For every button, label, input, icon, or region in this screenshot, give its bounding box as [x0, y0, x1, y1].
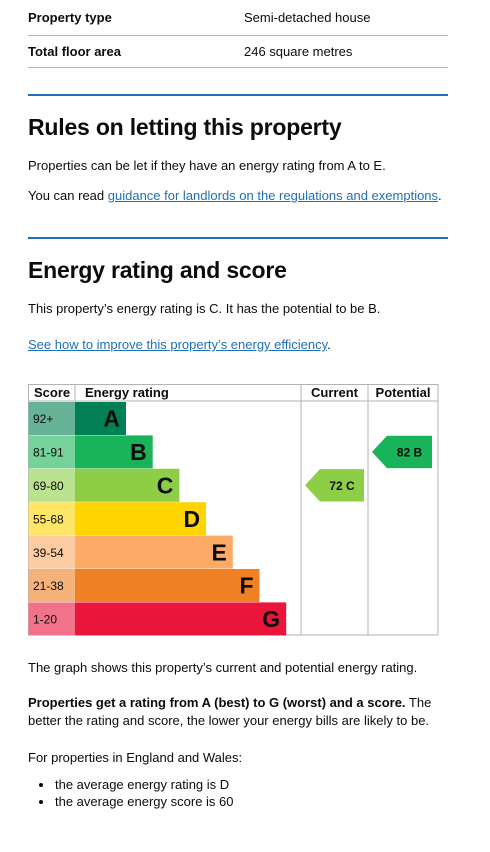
band-bar-f — [75, 569, 260, 602]
guidance-prefix: You can read — [28, 188, 108, 203]
graph-note: The graph shows this property’s current … — [28, 660, 418, 675]
header-score: Score — [34, 385, 70, 400]
summary-row-floor-area: Total floor area 246 square metres — [28, 36, 448, 68]
improve-suffix: . — [327, 337, 331, 352]
guidance-suffix: . — [438, 188, 442, 203]
score-range-f: 21-38 — [33, 579, 64, 593]
after-chart-content: The graph shows this property’s current … — [28, 659, 448, 810]
band-letter-e: E — [211, 539, 226, 565]
band-bar-d — [75, 502, 207, 536]
list-item: the average energy score is 60 — [28, 793, 448, 810]
averages-list: the average energy rating is D the avera… — [28, 776, 448, 810]
current-arrow — [305, 469, 364, 502]
score-cell-d — [28, 502, 75, 536]
energy-rating-graph: Score Energy rating Current Potential 92+ A 81… — [28, 384, 439, 636]
rating-explanation-rest: The better the rating and score, the low… — [28, 695, 432, 728]
section-divider — [28, 237, 448, 239]
summary-row-property-type: Property type Semi-detached house — [28, 0, 448, 36]
score-cell-b — [28, 435, 75, 469]
score-cell-g — [28, 602, 75, 636]
band-letter-a: A — [103, 406, 120, 432]
header-energy-rating: Energy rating — [85, 385, 169, 400]
band-bar-e — [75, 535, 233, 569]
rules-paragraph: Properties can be let if they have an en… — [28, 158, 386, 173]
rating-explanation: Properties get a rating from A (best) to… — [28, 694, 448, 730]
score-cell-f — [28, 569, 75, 602]
header-current: Current — [311, 385, 359, 400]
band-bar-a — [75, 402, 126, 435]
england-wales-text: For properties in England and Wales: — [28, 750, 243, 765]
band-letter-d: D — [183, 506, 200, 532]
band-bar-b — [75, 435, 153, 469]
score-range-b: 81-91 — [33, 446, 64, 460]
main-content: Property type Semi-detached house Total … — [28, 0, 448, 354]
band-bar-c — [75, 468, 180, 502]
summary-list: Property type Semi-detached house Total … — [28, 0, 448, 68]
list-item: the average energy rating is D — [28, 776, 448, 793]
guidance-link[interactable]: guidance for landlords on the regulation… — [107, 188, 439, 203]
score-range-e: 39-54 — [33, 546, 64, 560]
improve-paragraph: See how to improve this property’s energ… — [28, 336, 448, 354]
band-bar-g — [75, 602, 287, 636]
improve-link[interactable]: See how to improve this property’s energ… — [28, 337, 328, 352]
summary-value: Semi-detached house — [244, 10, 371, 25]
band-letter-c: C — [157, 473, 174, 499]
summary-key: Total floor area — [28, 44, 121, 59]
current-rating-label: 72 C — [329, 479, 355, 493]
guidance-paragraph: You can read guidance for landlords on t… — [28, 187, 448, 205]
band-letter-b: B — [130, 439, 147, 465]
energy-heading: Energy rating and score — [28, 257, 287, 283]
score-range-a: 92+ — [33, 412, 53, 426]
rules-heading: Rules on letting this property — [28, 114, 342, 140]
band-letter-f: F — [239, 573, 253, 599]
rating-explanation-bold: Properties get a rating from A (best) to… — [28, 695, 406, 710]
energy-rating-chart: Score Energy rating Current Potential 92+ A 81… — [28, 384, 439, 641]
score-cell-c — [28, 468, 75, 502]
summary-value: 246 square metres — [244, 44, 353, 59]
score-range-d: 55-68 — [33, 512, 64, 526]
score-cell-e — [28, 535, 75, 569]
summary-key: Property type — [28, 10, 112, 25]
energy-intro: This property’s energy rating is C. It h… — [28, 301, 381, 316]
section-divider — [28, 94, 448, 96]
potential-arrow — [372, 435, 432, 469]
header-potential: Potential — [376, 385, 431, 400]
score-cell-a — [28, 402, 75, 435]
score-range-g: 1-20 — [33, 613, 57, 627]
potential-rating-label: 82 B — [397, 445, 423, 459]
band-letter-g: G — [262, 606, 280, 632]
score-range-c: 69-80 — [33, 479, 64, 493]
